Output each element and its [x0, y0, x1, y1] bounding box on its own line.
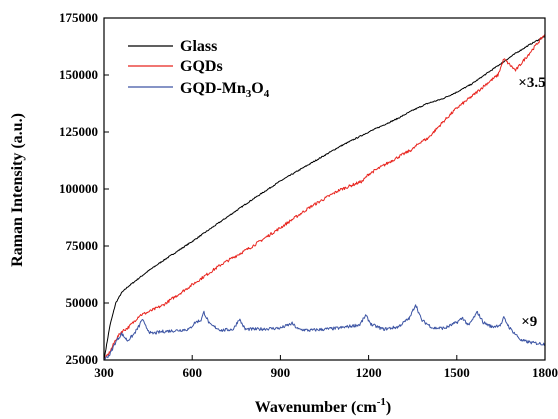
legend-label-gqd-mn3o4-mid: O	[251, 80, 263, 97]
y-tick-label: 125000	[59, 124, 98, 139]
series-line-gqd-mn3o4	[103, 304, 546, 361]
legend-label-gqd-mn3o4-sub1: 3	[246, 88, 252, 100]
x-axis-title-main: Wavenumber (cm	[255, 399, 378, 416]
y-tick-label: 25000	[66, 352, 99, 367]
y-tick-label: 150000	[59, 67, 98, 82]
legend-label-gqd-mn3o4-sub2: 4	[264, 88, 270, 100]
x-tick-label: 300	[94, 365, 114, 380]
x-tick-label: 900	[271, 365, 291, 380]
x-axis-title-end: )	[386, 399, 391, 416]
series-line-gqds	[103, 33, 546, 361]
annotation-x3-5: ×3.5	[518, 75, 545, 91]
x-tick-label: 1200	[356, 365, 382, 380]
x-axis-title-sup: -1	[377, 396, 386, 408]
legend: Glass GQDs GQD-Mn3O4	[128, 38, 270, 100]
series-line-glass	[103, 35, 546, 361]
y-tick-label: 50000	[66, 295, 99, 310]
legend-label-gqds: GQDs	[180, 58, 223, 75]
ticks-layer: 300 600 900 1200 1500 1800 25000 50000 75000 1000…	[59, 10, 558, 380]
y-tick-label: 75000	[66, 238, 99, 253]
annotation-x9: ×9	[521, 314, 537, 330]
legend-label-gqd-mn3o4-base: GQD-Mn	[180, 80, 246, 97]
x-axis-title: Wavenumber (cm-1)	[255, 396, 391, 416]
legend-label-gqd-mn3o4: GQD-Mn3O4	[180, 80, 270, 100]
y-tick-label: 100000	[59, 181, 98, 196]
y-axis-title: Raman Intensity (a.u.)	[9, 113, 26, 267]
x-tick-label: 600	[182, 365, 202, 380]
x-tick-label: 1800	[532, 365, 558, 380]
y-tick-label: 175000	[59, 10, 98, 25]
legend-label-glass: Glass	[180, 38, 217, 55]
series-layer	[103, 33, 546, 361]
x-tick-label: 1500	[444, 365, 470, 380]
